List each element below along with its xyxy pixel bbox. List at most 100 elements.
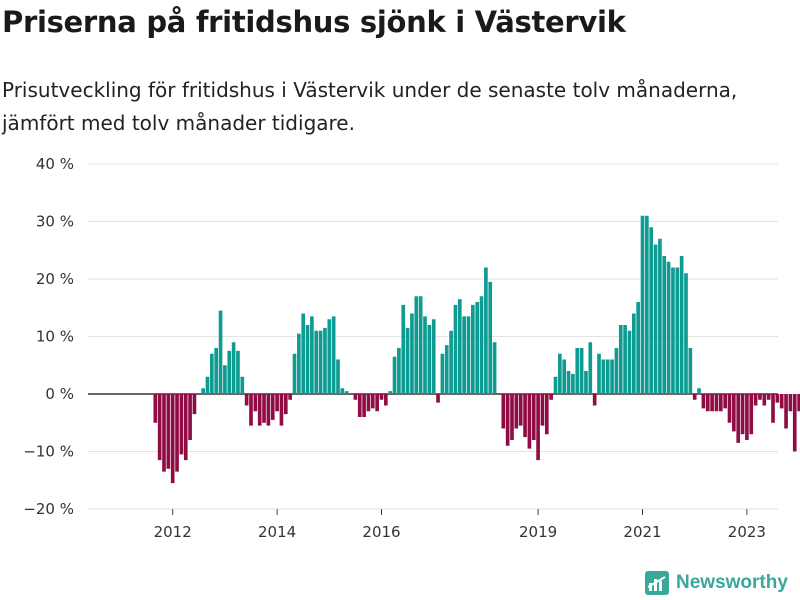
bar — [405, 327, 410, 395]
bar — [618, 325, 623, 394]
bar — [701, 394, 706, 409]
bar — [792, 394, 797, 452]
bar — [614, 348, 619, 394]
x-tick-label: 2012 — [154, 523, 192, 541]
bar — [183, 394, 188, 461]
bar — [684, 273, 688, 394]
bar — [357, 394, 362, 417]
bar — [705, 394, 710, 412]
bar — [710, 394, 714, 412]
y-tick-label: 20 % — [36, 270, 74, 288]
bar — [462, 316, 466, 395]
bar — [301, 313, 306, 394]
y-tick-label: −20 % — [23, 500, 74, 518]
bar — [623, 325, 627, 394]
bar — [292, 353, 297, 394]
bar — [605, 359, 610, 394]
bar — [327, 319, 332, 394]
bar — [505, 394, 510, 446]
bar — [662, 256, 667, 394]
bar — [453, 304, 458, 395]
bar — [775, 394, 780, 403]
bar — [488, 281, 493, 395]
bar — [797, 394, 800, 412]
bar — [549, 394, 553, 400]
bar — [658, 238, 662, 394]
bar — [362, 394, 366, 417]
bar — [610, 359, 614, 394]
bar — [732, 394, 736, 432]
bar — [636, 302, 640, 394]
bar — [566, 371, 571, 394]
bar — [645, 215, 649, 394]
y-tick-label: 30 % — [36, 213, 74, 231]
chart-title: Priserna på fritidshus sjönk i Västervik — [2, 5, 626, 39]
bar — [401, 304, 406, 395]
bar — [523, 394, 527, 438]
brand-name: Newsworthy — [676, 572, 788, 593]
bar — [601, 359, 606, 394]
bar — [466, 316, 471, 395]
bar — [579, 348, 584, 394]
bar — [388, 391, 393, 395]
bar — [671, 267, 675, 394]
bar — [179, 394, 184, 455]
x-tick-label: 2023 — [728, 523, 766, 541]
bar — [527, 394, 532, 449]
bar — [205, 376, 210, 394]
bar — [766, 394, 771, 400]
bar — [427, 325, 432, 394]
bar — [223, 365, 227, 394]
bar — [745, 394, 749, 440]
bar — [253, 394, 258, 412]
bar — [771, 394, 775, 423]
bar — [510, 394, 514, 440]
bar — [344, 391, 349, 395]
bar — [262, 394, 266, 423]
bar — [471, 304, 475, 395]
bar — [666, 261, 671, 394]
bar — [157, 394, 162, 461]
bar — [275, 394, 279, 412]
bar — [727, 394, 732, 423]
bar — [518, 394, 523, 426]
bar — [210, 353, 214, 394]
bar — [649, 227, 654, 394]
bar — [627, 330, 632, 394]
bar — [340, 388, 345, 394]
bar — [175, 394, 179, 472]
bar — [697, 388, 701, 394]
bar — [688, 348, 693, 394]
bar — [440, 353, 445, 394]
bar — [366, 394, 371, 412]
bar — [410, 313, 414, 394]
bar — [170, 394, 175, 484]
bar — [249, 394, 253, 426]
bar — [397, 348, 401, 394]
bar — [540, 394, 545, 426]
bar — [201, 388, 205, 394]
bar — [153, 394, 158, 423]
bar — [514, 394, 519, 429]
bar — [758, 394, 762, 400]
bar — [558, 353, 562, 394]
bar — [553, 376, 558, 394]
bar — [784, 394, 788, 429]
bar — [631, 313, 636, 394]
x-tick-label: 2019 — [519, 523, 557, 541]
bar — [279, 394, 284, 426]
y-tick-label: −10 % — [23, 443, 74, 461]
bar — [692, 394, 697, 400]
bar — [484, 267, 488, 394]
newsworthy-logo-icon — [645, 571, 669, 595]
bar — [584, 371, 588, 394]
bar — [392, 356, 397, 395]
y-tick-label: 10 % — [36, 328, 74, 346]
bar — [192, 394, 197, 415]
bar — [318, 330, 323, 394]
bar — [788, 394, 793, 412]
bar — [240, 376, 245, 394]
bar — [431, 319, 436, 394]
bar — [501, 394, 506, 429]
chart-subtitle: Prisutveckling för fritidshus i Västervi… — [2, 78, 738, 135]
